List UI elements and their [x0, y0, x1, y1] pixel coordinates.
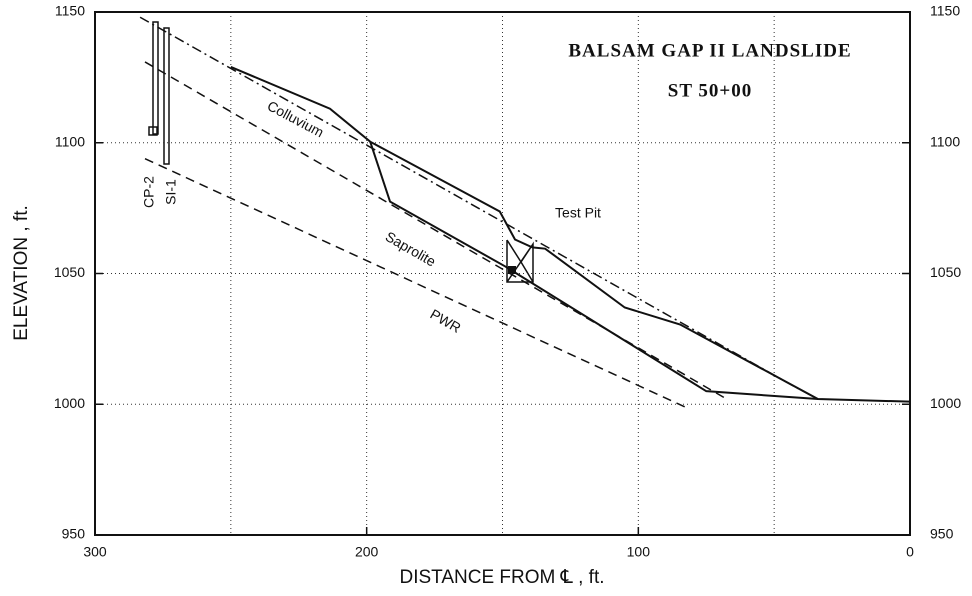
annotation: Test Pit: [555, 205, 601, 221]
y-tick-label: 1150: [930, 3, 960, 19]
y-tick-label: 950: [930, 526, 954, 542]
annotation: PWR: [428, 306, 464, 336]
chart: BALSAM GAP II LANDSLIDE ST 50+00 ELEVATI…: [0, 0, 972, 596]
y-tick-label: 1100: [930, 133, 960, 149]
x-tick-label: 200: [355, 544, 379, 560]
y-tick-label: 1000: [54, 395, 85, 411]
borehole: [153, 22, 158, 134]
y-tick-label: 1100: [55, 133, 85, 149]
y-axis-label: ELEVATION , ft.: [11, 205, 32, 341]
y-tick-label: 1050: [54, 264, 85, 280]
annotation: Saprolite: [383, 228, 439, 270]
x-axis-label: DISTANCE FROM ℄ , ft.: [399, 567, 604, 588]
series-line: [145, 159, 690, 410]
y-tick-label: 950: [62, 526, 86, 542]
annotation: CP-2: [141, 176, 157, 208]
chart-title: BALSAM GAP II LANDSLIDE: [568, 40, 851, 61]
y-tick-label: 1150: [55, 3, 85, 19]
x-tick-label: 300: [83, 544, 107, 560]
x-tick-label: 0: [906, 544, 914, 560]
borehole: [164, 28, 169, 164]
page: {"chart_data": {"type": "line", "title":…: [0, 0, 972, 596]
series-line: [231, 67, 910, 402]
y-tick-label: 1050: [930, 264, 961, 280]
series-line: [140, 17, 818, 399]
annotation: SI-1: [163, 179, 179, 205]
x-tick-label: 100: [627, 544, 651, 560]
chart-subtitle: ST 50+00: [668, 80, 752, 101]
y-tick-label: 1000: [930, 395, 961, 411]
series-line: [370, 142, 818, 399]
